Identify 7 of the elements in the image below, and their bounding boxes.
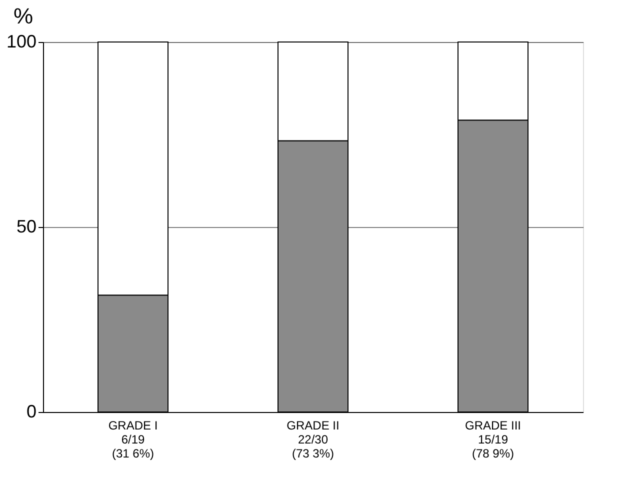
x-tick-label: GRADE II 22/30 (73 3%) [286,418,340,460]
y-tick-label: 50 [16,216,36,236]
x-tick-label: GRADE III 15/19 (78 9%) [464,418,522,460]
y-tick-label: 100 [6,32,36,52]
y-tick-label: 0 [26,402,36,422]
x-tick-label: GRADE I 6/19 (31 6%) [108,418,158,460]
y-axis-title: % [14,4,34,28]
